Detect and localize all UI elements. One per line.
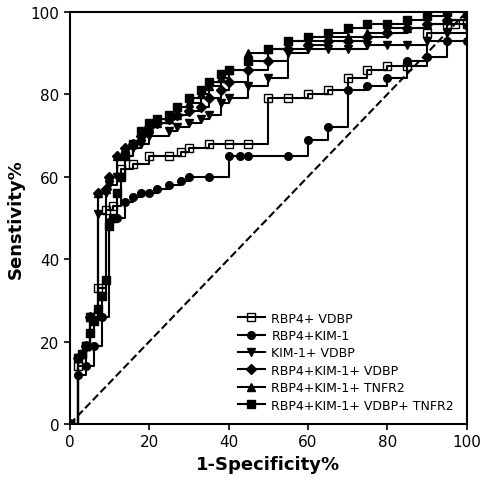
- Y-axis label: Senstivity%: Senstivity%: [7, 159, 25, 278]
- X-axis label: 1-Specificity%: 1-Specificity%: [196, 455, 340, 473]
- Legend: RBP4+ VDBP, RBP4+KIM-1, KIM-1+ VDBP, RBP4+KIM-1+ VDBP, RBP4+KIM-1+ TNFR2, RBP4+K: RBP4+ VDBP, RBP4+KIM-1, KIM-1+ VDBP, RBP…: [231, 306, 460, 418]
